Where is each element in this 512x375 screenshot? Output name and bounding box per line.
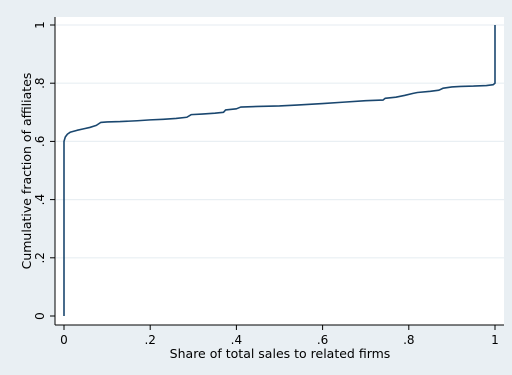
y-axis-title: Cumulative fraction of affiliates [19, 73, 34, 270]
y-tick-label-3: .6 [33, 136, 47, 147]
y-tick-label-2: .4 [33, 194, 47, 205]
x-tick-label-1: .2 [144, 333, 155, 347]
y-tick-label-5: 1 [33, 21, 47, 29]
y-tick-label-1: .2 [33, 252, 47, 263]
y-tick-label-4: .8 [33, 77, 47, 88]
x-tick-label-5: 1 [491, 333, 499, 347]
gridlines [56, 24, 504, 259]
series-line-0 [63, 25, 496, 316]
axes [54, 17, 504, 326]
x-tick-label-0: 0 [60, 333, 68, 347]
x-tick-label-3: .6 [317, 333, 328, 347]
y-tick-label-0: 0 [33, 312, 47, 320]
plot-area [55, 17, 504, 325]
x-tick-label-4: .8 [403, 333, 414, 347]
x-tick-label-2: .4 [231, 333, 242, 347]
series-layer [63, 25, 496, 316]
ticks: 0 .2 .4 .6 .8 1 0 .2 .4 .6 .8 1 [33, 21, 499, 347]
x-axis-title: Share of total sales to related firms [170, 346, 391, 361]
